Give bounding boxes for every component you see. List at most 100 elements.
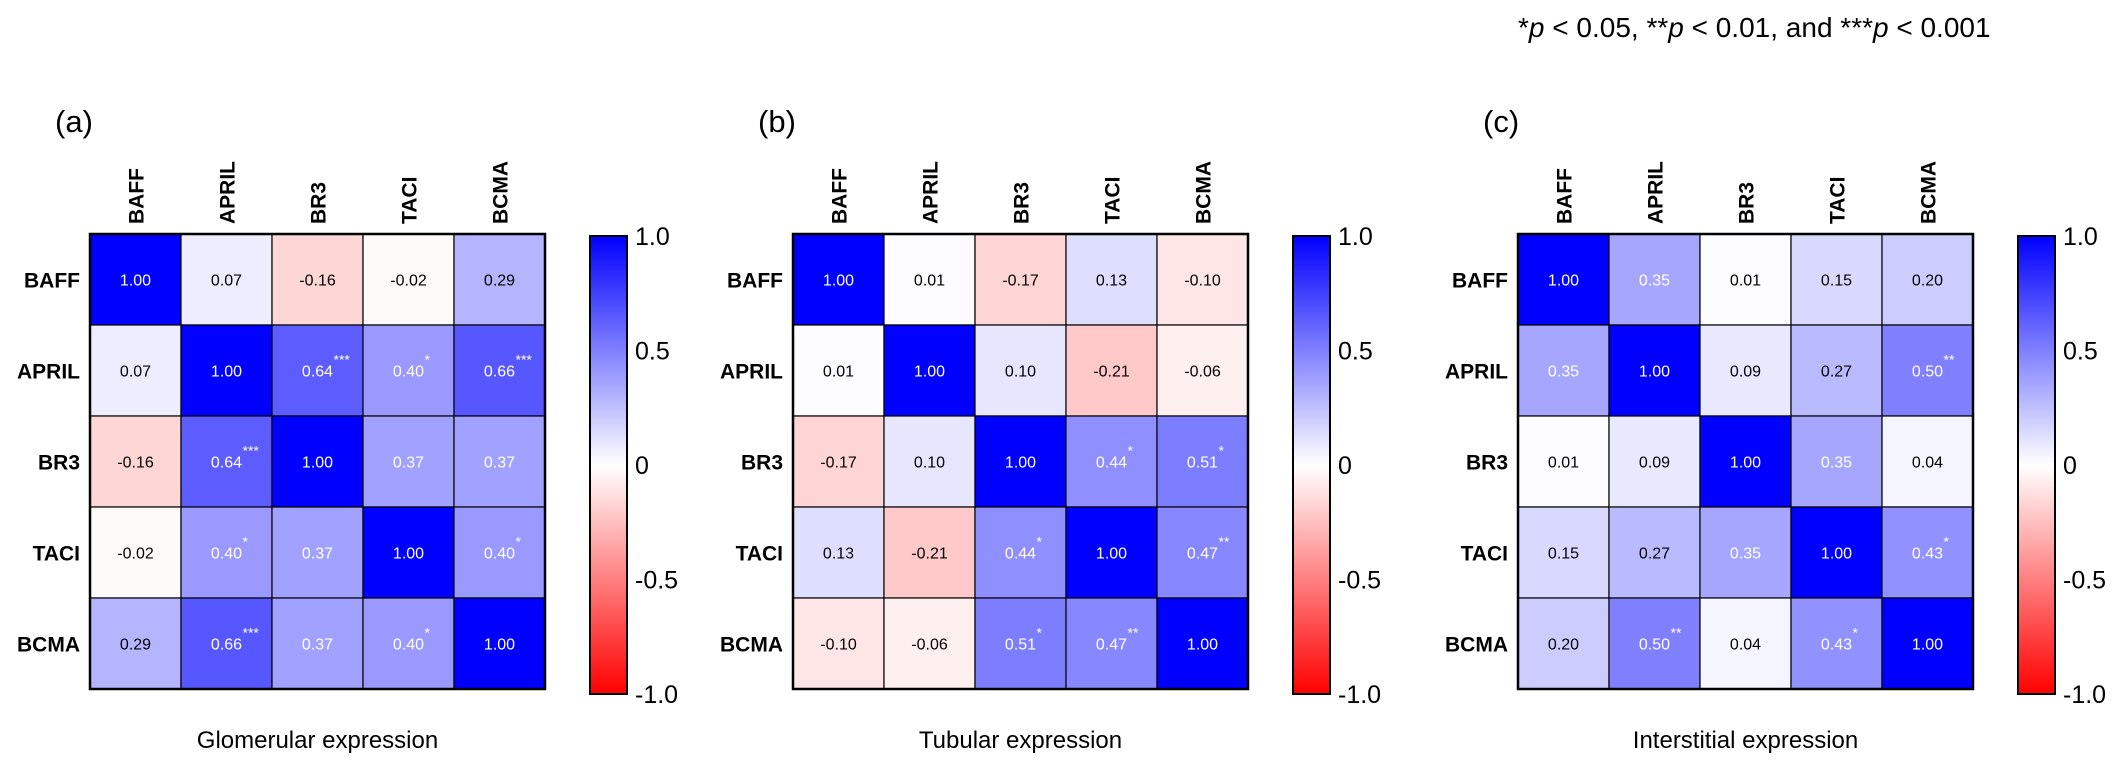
cell-value: 1.00 [120, 273, 151, 290]
heatmap-cell [1699, 506, 1792, 599]
cell-value: 0.20 [1548, 637, 1579, 654]
heatmap-cell [974, 415, 1067, 508]
heatmap-cell [271, 233, 364, 326]
cell-value: 0.43 [1912, 546, 1943, 563]
column-label: BR3 [1011, 182, 1034, 224]
heatmap-cell [89, 415, 182, 508]
heatmap-cell [1790, 233, 1883, 326]
heatmap-panel-2: (b)1.00 0.01 -0.17 0.13 -0.100.01 1.00 0.10 -0.… [720, 104, 1381, 754]
significance-star: ** [1944, 352, 1955, 368]
heatmap-cell [89, 597, 182, 690]
p3-value: < 0.001 [1888, 12, 1991, 43]
chart-title: Glomerular expression [197, 727, 438, 754]
cell-value: 0.44 [1005, 546, 1036, 563]
column-label: BCMA [1193, 161, 1216, 224]
heatmap-cell [1065, 506, 1158, 599]
cell-value: 0.37 [302, 546, 333, 563]
heatmap-cell [1156, 324, 1249, 417]
heatmap-border [1516, 232, 1975, 691]
column-label: BCMA [1918, 161, 1941, 224]
heatmap-cell [180, 324, 273, 417]
cell-value: 0.35 [1548, 364, 1579, 381]
heatmap-cell [1156, 597, 1249, 690]
cell-value: 0.47 [1096, 637, 1127, 654]
heatmap-cell [271, 597, 364, 690]
heatmap-cell [1608, 415, 1701, 508]
cell-value: -0.17 [820, 455, 857, 472]
significance-star: * [1037, 534, 1043, 550]
cell-value: 0.40 [393, 364, 424, 381]
cell-value: 0.35 [1639, 273, 1670, 290]
column-label: BAFF [126, 168, 149, 224]
cell-value: 0.01 [823, 364, 854, 381]
cell-value: 0.27 [1821, 364, 1852, 381]
cell-value: 0.10 [1005, 364, 1036, 381]
heatmap-cell [1517, 415, 1610, 508]
panel-label: (b) [758, 104, 796, 139]
p2-value: < 0.01, and [1683, 12, 1841, 43]
cell-value: 0.64 [302, 364, 333, 381]
column-label: BAFF [829, 168, 852, 224]
cell-value: 0.07 [120, 364, 151, 381]
heatmap-cell [453, 233, 546, 326]
row-label: TACI [33, 543, 80, 566]
cell-value: 0.15 [1548, 546, 1579, 563]
cell-value: 0.64 [211, 455, 242, 472]
cell-value: 0.01 [1548, 455, 1579, 472]
heatmap-cell [1517, 597, 1610, 690]
significance-star: * [425, 352, 431, 368]
row-label: BAFF [727, 270, 783, 293]
cell-value: 0.15 [1821, 273, 1852, 290]
colorbar-tick: 0 [635, 452, 649, 480]
colorbar [589, 235, 628, 695]
significance-star: * [1853, 625, 1859, 641]
row-label: BCMA [720, 634, 783, 657]
column-label: BR3 [308, 182, 331, 224]
cell-value: 0.27 [1639, 546, 1670, 563]
cell-value: 0.50 [1639, 637, 1670, 654]
cell-value: 0.66 [211, 637, 242, 654]
significance-star: * [243, 534, 249, 550]
heatmap-border [88, 232, 547, 691]
cell-value: 0.35 [1730, 546, 1761, 563]
heatmap-cell [883, 233, 976, 326]
column-label: BCMA [490, 161, 513, 224]
cell-value: 1.00 [1096, 546, 1127, 563]
colorbar-tick: -1.0 [2063, 681, 2106, 709]
colorbar-tick: 1.0 [635, 223, 670, 251]
row-label: TACI [1461, 543, 1508, 566]
heatmap-cell [1608, 597, 1701, 690]
heatmap-cell [974, 597, 1067, 690]
heatmap-cell [362, 597, 455, 690]
colorbar-tick: 0.5 [1338, 338, 1373, 366]
significance-star: * [1128, 443, 1134, 459]
heatmap-cell [1790, 597, 1883, 690]
cell-value: 0.13 [823, 546, 854, 563]
cell-value: -0.06 [911, 637, 948, 654]
cell-value: 0.66 [484, 364, 515, 381]
significance-star: * [516, 534, 522, 550]
heatmap-cell [1065, 415, 1158, 508]
cell-value: 0.29 [120, 637, 151, 654]
heatmap-cell [1517, 324, 1610, 417]
colorbar-tick: -1.0 [635, 681, 678, 709]
cell-value: -0.02 [390, 273, 427, 290]
heatmap-cell [1608, 506, 1701, 599]
p3-stars: *** [1840, 12, 1873, 43]
p-symbol-2: p [1668, 12, 1684, 43]
colorbar-tick: 0 [1338, 452, 1352, 480]
significance-star: *** [516, 352, 533, 368]
cell-value: 0.09 [1639, 455, 1670, 472]
cell-value: 0.01 [914, 273, 945, 290]
column-label: APRIL [920, 161, 943, 224]
row-label: BCMA [17, 634, 80, 657]
heatmap-panel-1: (a)1.00 0.07 -0.16 -0.02 0.290.07 1.00 0.64***… [17, 104, 678, 754]
heatmap-cell [1881, 415, 1974, 508]
cell-value: 0.37 [393, 455, 424, 472]
cell-value: 1.00 [1912, 637, 1943, 654]
heatmap-cell [792, 506, 885, 599]
heatmap-cell [1790, 415, 1883, 508]
colorbar [2017, 235, 2056, 695]
heatmap-cell [1790, 324, 1883, 417]
